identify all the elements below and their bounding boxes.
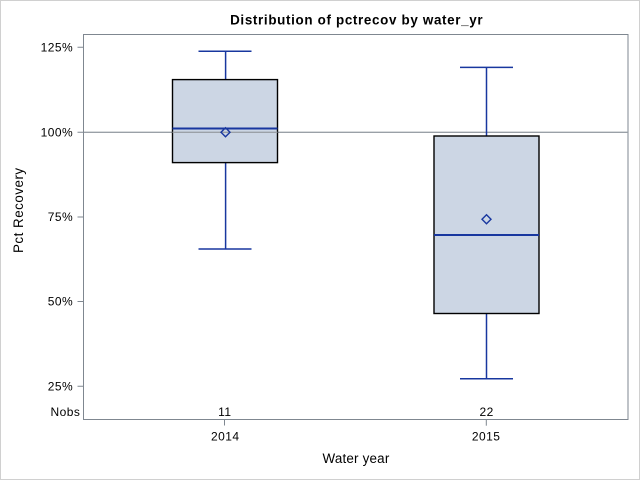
svg-text:25%: 25% [48,380,73,394]
svg-text:50%: 50% [48,295,73,309]
svg-text:11: 11 [218,405,231,419]
svg-text:2015: 2015 [472,430,501,444]
svg-text:100%: 100% [41,126,74,140]
svg-text:75%: 75% [48,210,73,224]
svg-text:Nobs: Nobs [50,405,80,419]
svg-text:2014: 2014 [211,430,240,444]
svg-text:Water year: Water year [323,451,390,466]
svg-text:22: 22 [479,405,493,419]
svg-text:Pct Recovery: Pct Recovery [11,167,26,253]
svg-text:125%: 125% [41,41,74,55]
svg-text:Distribution of pctrecov by wa: Distribution of pctrecov by water_yr [230,12,483,27]
